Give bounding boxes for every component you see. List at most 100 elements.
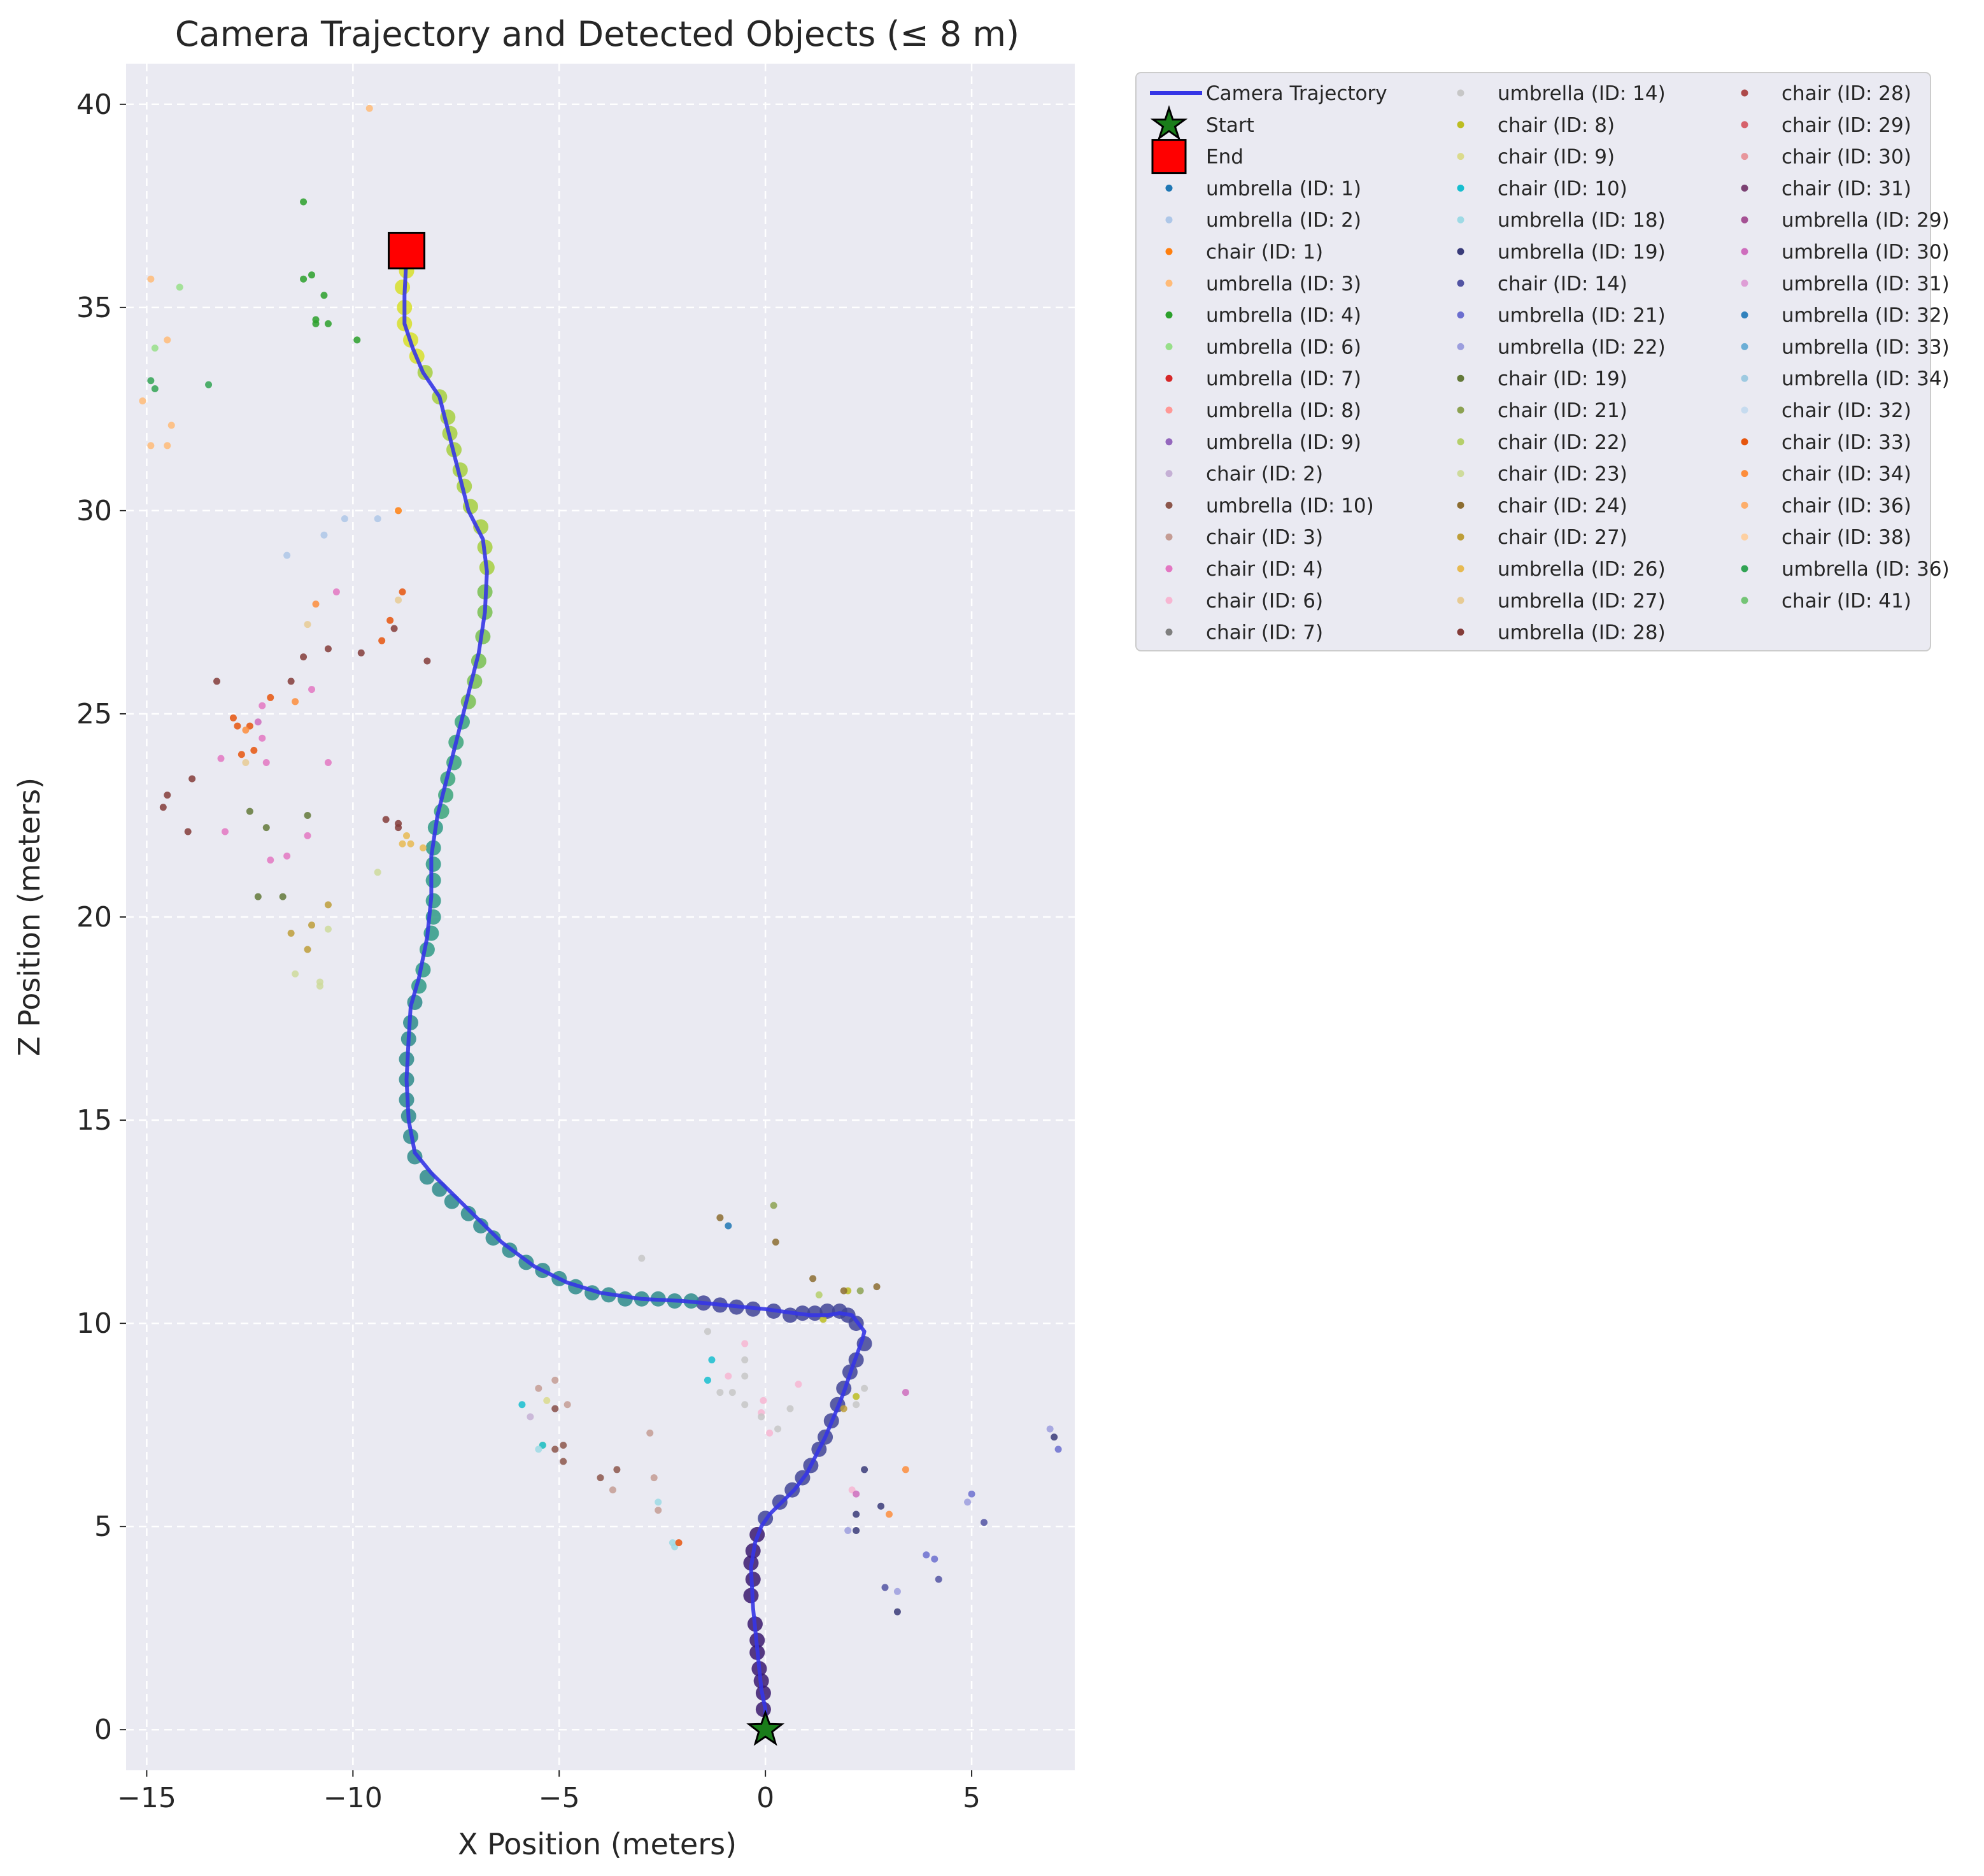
y-tick-label: 35 <box>76 292 112 324</box>
data-point <box>287 930 295 937</box>
data-point <box>320 292 328 299</box>
data-point <box>407 840 415 848</box>
legend-label: umbrella (ID: 36) <box>1782 558 1950 581</box>
data-point <box>840 1287 847 1295</box>
data-point <box>312 320 320 327</box>
data-point <box>980 1519 988 1526</box>
data-point <box>308 686 316 693</box>
legend-label: chair (ID: 32) <box>1782 399 1911 422</box>
data-point <box>638 1254 646 1262</box>
legend-swatch-dot <box>1741 406 1748 414</box>
data-point <box>923 1551 930 1559</box>
legend-swatch-dot <box>1457 184 1464 192</box>
data-point <box>704 1376 711 1384</box>
legend-swatch-dot <box>1457 406 1464 414</box>
legend-swatch-dot <box>1165 597 1173 604</box>
data-point <box>935 1575 942 1583</box>
legend-swatch-dot <box>1741 438 1748 446</box>
data-point <box>861 1384 868 1392</box>
data-point <box>704 1328 711 1335</box>
data-point <box>304 811 311 819</box>
data-point <box>292 970 299 977</box>
legend-swatch-dot <box>1165 184 1173 192</box>
legend-swatch-dot <box>1457 121 1464 129</box>
data-point <box>551 1446 559 1453</box>
data-point <box>853 1527 860 1535</box>
legend-label: umbrella (ID: 21) <box>1498 304 1666 327</box>
legend-swatch-dot <box>1741 153 1748 160</box>
end-marker <box>388 232 426 270</box>
data-point <box>786 1405 794 1412</box>
legend-label: umbrella (ID: 30) <box>1782 241 1950 264</box>
legend-swatch-dot <box>1457 374 1464 382</box>
legend-swatch-dot <box>1457 311 1464 319</box>
legend-swatch-dot <box>1457 565 1464 572</box>
trajectory-marker <box>460 1205 476 1221</box>
legend-swatch-dot <box>1457 470 1464 478</box>
legend-label: chair (ID: 14) <box>1498 273 1627 295</box>
legend-label: umbrella (ID: 29) <box>1782 209 1950 232</box>
trajectory-marker <box>425 856 441 872</box>
legend-label: chair (ID: 34) <box>1782 463 1911 486</box>
data-point <box>324 901 332 909</box>
data-point <box>324 759 332 767</box>
legend-swatch-dot <box>1165 280 1173 287</box>
data-point <box>237 751 245 758</box>
legend-label: umbrella (ID: 14) <box>1498 82 1666 105</box>
legend-label: chair (ID: 21) <box>1498 399 1627 422</box>
data-point <box>885 1510 893 1518</box>
data-point <box>902 1389 909 1396</box>
data-point <box>147 275 155 283</box>
legend-swatch-dot <box>1165 629 1173 636</box>
legend-swatch-dot <box>1457 280 1464 287</box>
legend-label: umbrella (ID: 28) <box>1498 622 1666 644</box>
legend-swatch-square <box>1151 139 1187 174</box>
data-point <box>881 1584 889 1591</box>
data-point <box>167 422 175 429</box>
y-tick-label: 25 <box>76 698 112 730</box>
grid <box>126 64 1075 1770</box>
legend-swatch-dot <box>1165 406 1173 414</box>
legend-label: chair (ID: 3) <box>1206 526 1323 549</box>
legend-label: chair (ID: 29) <box>1782 114 1911 137</box>
data-point <box>1046 1425 1054 1433</box>
data-point <box>423 657 431 665</box>
data-point <box>560 1442 567 1449</box>
legend-label: chair (ID: 10) <box>1498 177 1627 200</box>
legend-label: End <box>1206 146 1244 169</box>
data-point <box>300 275 308 283</box>
data-point <box>840 1405 847 1412</box>
data-point <box>378 637 386 644</box>
data-point <box>741 1340 749 1347</box>
legend-label: umbrella (ID: 22) <box>1498 336 1666 359</box>
legend-label: umbrella (ID: 31) <box>1782 273 1950 295</box>
legend-swatch-dot <box>1457 89 1464 97</box>
data-point <box>725 1372 732 1380</box>
legend-swatch-dot <box>1457 153 1464 160</box>
data-point <box>893 1588 901 1595</box>
y-tick-label: 10 <box>76 1307 112 1340</box>
tick-labels: −15 −10 −5 0 5 0 5 10 15 20 25 30 35 40 <box>76 89 981 1814</box>
data-point <box>164 792 171 799</box>
data-point <box>725 1222 732 1230</box>
y-tick-label: 20 <box>76 901 112 934</box>
legend: Camera Trajectory Start End umbrella (ID: 1… <box>1135 72 1950 651</box>
legend-label: chair (ID: 27) <box>1498 526 1627 549</box>
data-point <box>399 588 406 596</box>
data-point <box>551 1376 559 1384</box>
data-point <box>655 1507 662 1514</box>
legend-swatch-star <box>1150 105 1188 141</box>
data-point <box>365 104 373 112</box>
endpoints <box>388 232 785 1746</box>
legend-swatch-dot <box>1457 248 1464 255</box>
legend-label: chair (ID: 38) <box>1782 526 1911 549</box>
data-point <box>382 816 390 823</box>
data-point <box>324 320 332 327</box>
data-point <box>613 1466 621 1474</box>
data-point <box>147 377 155 385</box>
data-point <box>741 1401 749 1409</box>
legend-label: umbrella (ID: 33) <box>1782 336 1950 359</box>
data-point <box>312 600 320 608</box>
legend-label: umbrella (ID: 34) <box>1782 367 1950 390</box>
data-point <box>374 869 381 876</box>
